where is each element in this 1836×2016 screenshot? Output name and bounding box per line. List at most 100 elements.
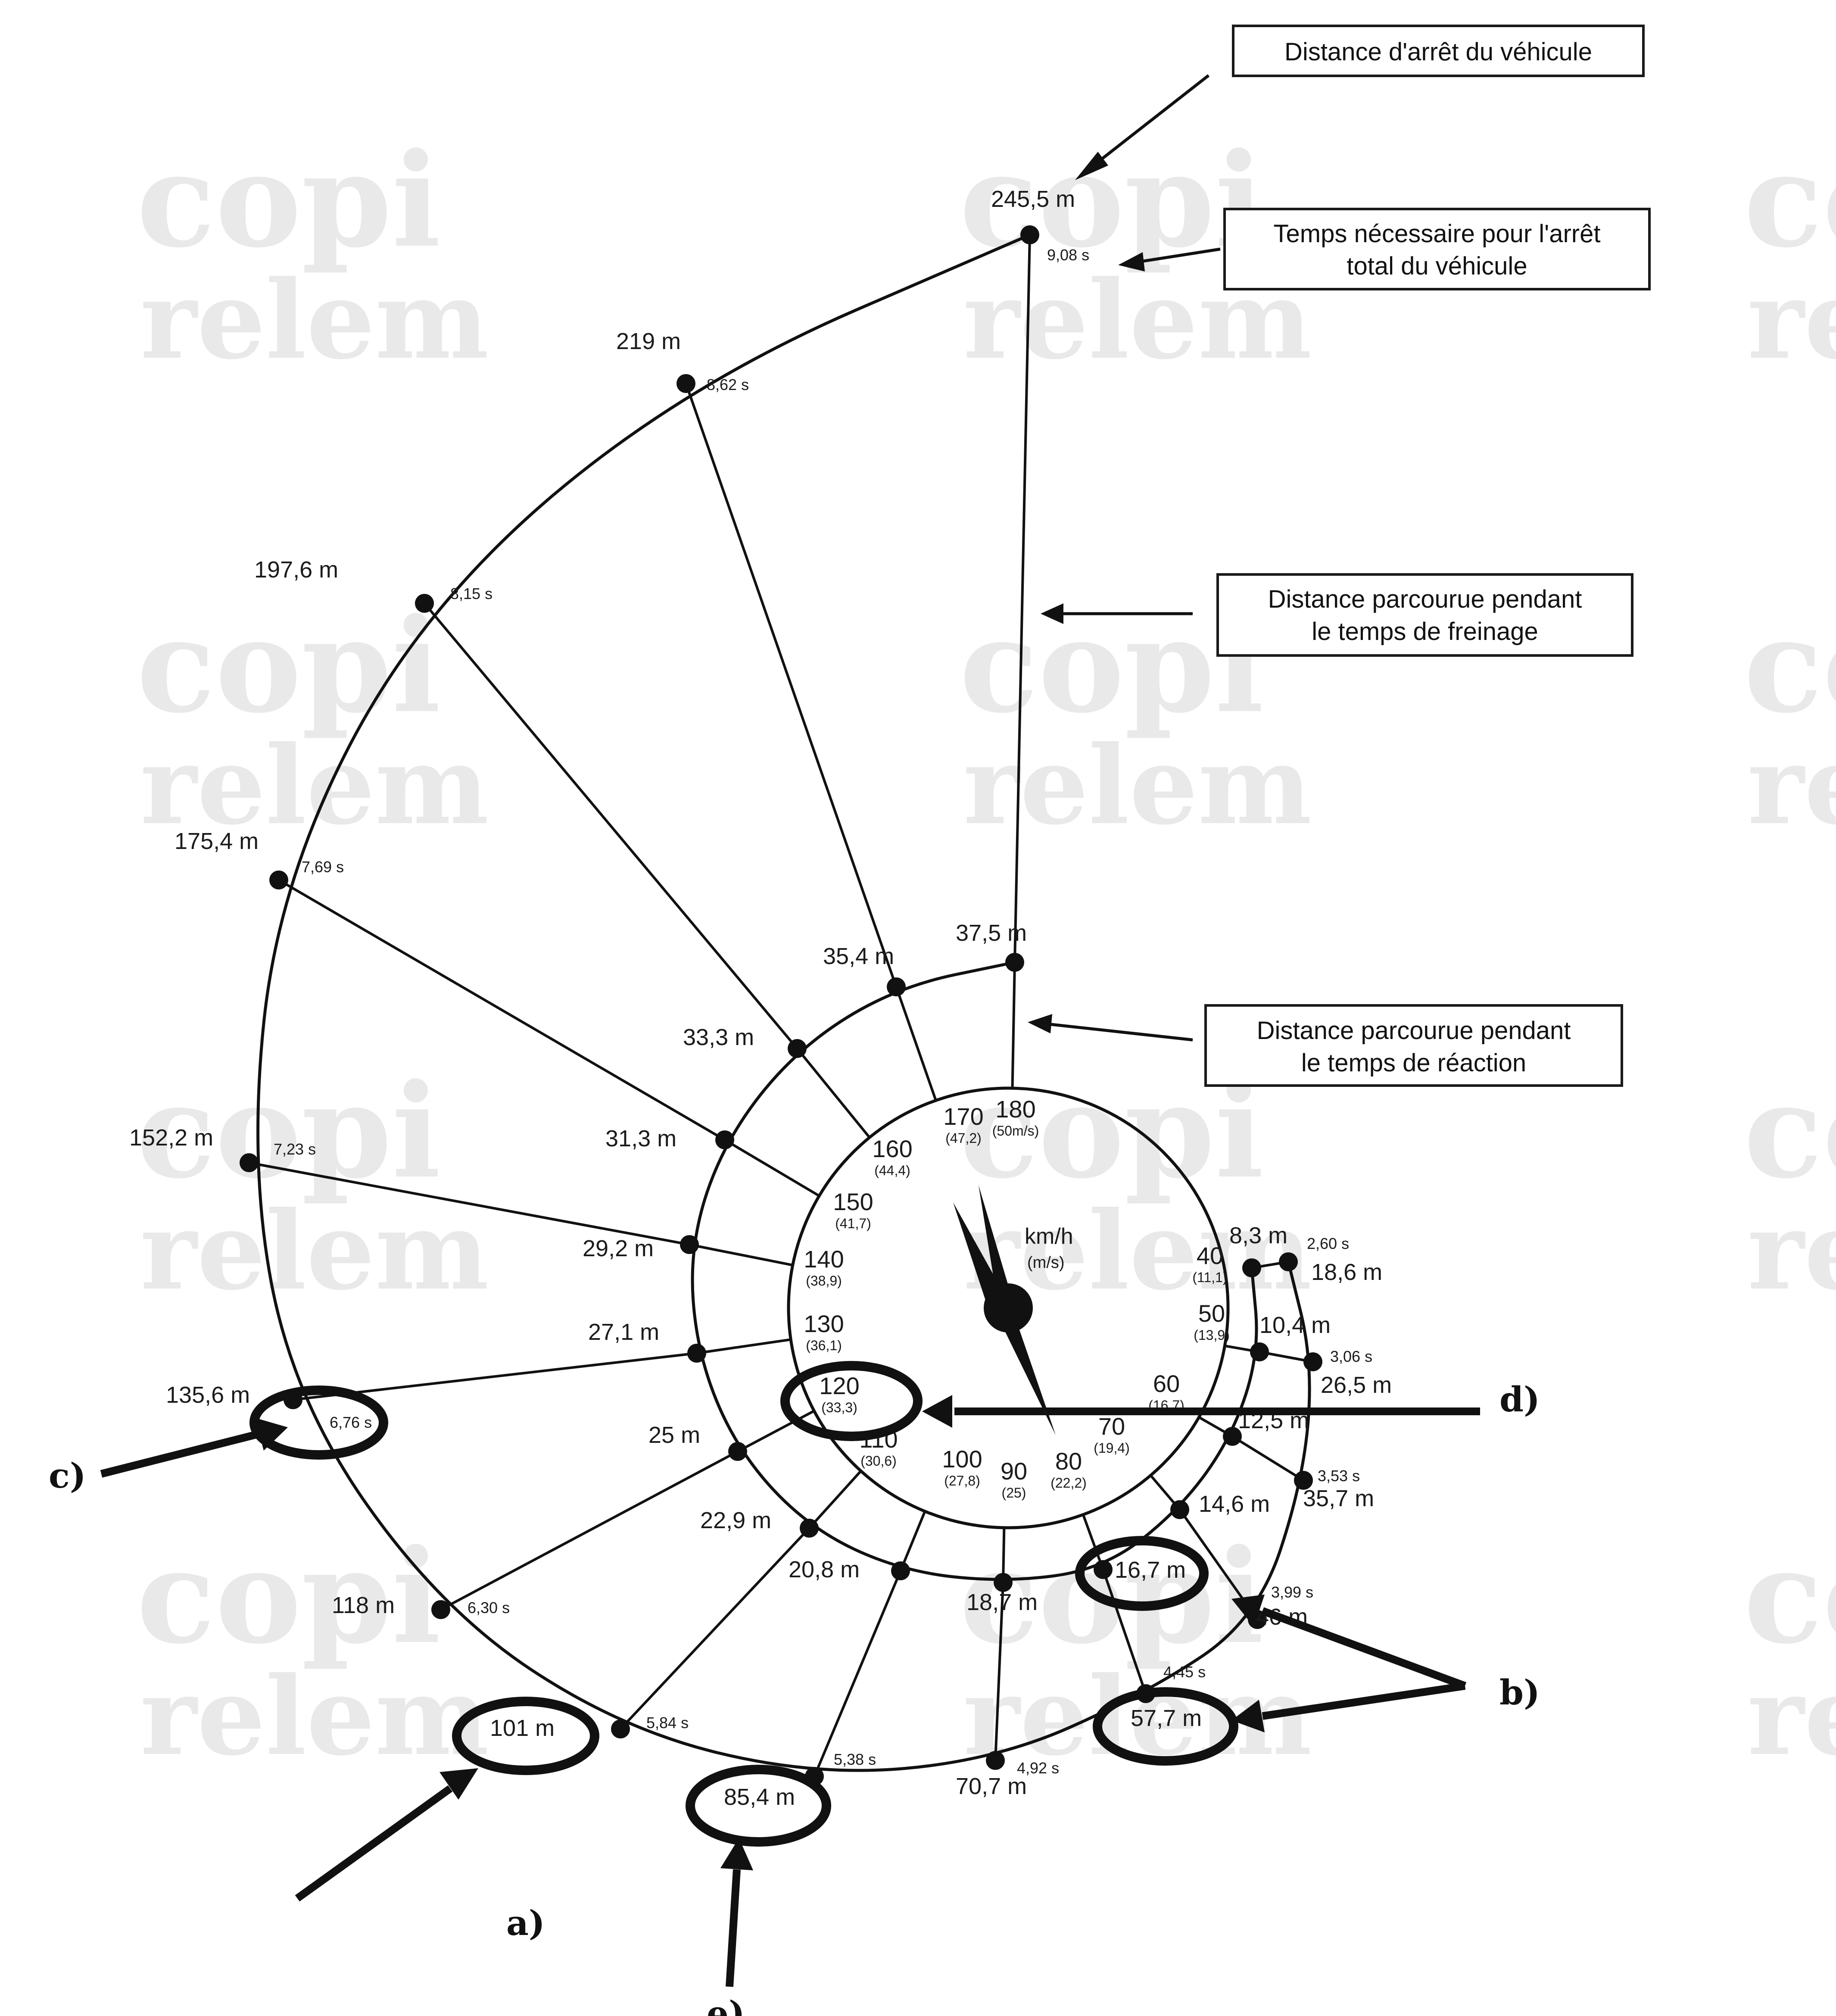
legend-box-reaction: Distance parcourue pendant le temps de r… [1204, 1004, 1623, 1087]
watermark-line-2: relem [1747, 1653, 1836, 1779]
diagram-geometry [249, 233, 1313, 1777]
speed-kmh-label: 130 [804, 1310, 844, 1337]
stopping-distance-label: 118 m [332, 1592, 395, 1618]
reaction-distance-label: 18,7 m [966, 1589, 1038, 1615]
reaction-distance-label: 31,3 m [605, 1126, 676, 1152]
stopping-distance-label: 245,5 m [991, 186, 1075, 212]
reaction-point [1170, 1500, 1189, 1519]
reaction-point [887, 977, 906, 996]
stopping-distance-label: 18,6 m [1311, 1259, 1382, 1285]
annotation-label-e: e) [707, 1993, 745, 2016]
watermark-line-1: copi [1744, 590, 1836, 742]
reaction-radial-line [808, 1470, 862, 1529]
watermark-line-1: copi [1744, 1520, 1836, 1673]
speed-kmh-label: 50 [1198, 1300, 1225, 1327]
speed-kmh-label: 90 [1001, 1457, 1027, 1485]
watermark-line-2: relem [1747, 256, 1836, 383]
reaction-point [687, 1344, 706, 1363]
reaction-point [788, 1039, 807, 1058]
speed-kmh-label: 140 [804, 1245, 844, 1273]
reaction-radial-line [899, 1510, 926, 1572]
braking-radial-line [1102, 1569, 1147, 1694]
annotation-label-c: c) [49, 1455, 86, 1496]
watermark-line-1: copi [137, 590, 441, 742]
stopping-time-label: 4,92 s [1017, 1759, 1059, 1777]
reaction-distance-label: 8,3 m [1229, 1223, 1287, 1248]
reaction-radial-line [696, 1338, 791, 1354]
reaction-point [1242, 1258, 1261, 1277]
reaction-point [1005, 953, 1024, 972]
stopping-point [1279, 1252, 1298, 1271]
watermark-line-2: relem [140, 722, 489, 849]
reaction-point [800, 1519, 819, 1538]
svg-text:total du véhicule: total du véhicule [1347, 252, 1527, 280]
speedometer-needle [953, 1185, 1056, 1435]
speed-kmh-label: 100 [942, 1445, 982, 1473]
reaction-distance-label: 22,9 m [700, 1507, 771, 1533]
reaction-radial-line [895, 986, 937, 1101]
stopping-point [1020, 225, 1039, 244]
annotation-arrows [100, 1395, 1480, 1987]
speed-kmh-label: 160 [872, 1135, 912, 1162]
braking-radial-line [1013, 234, 1031, 963]
speed-kmh-label: 120 [819, 1372, 859, 1399]
reaction-point [728, 1442, 747, 1461]
speed-kmh-label: 170 [943, 1103, 983, 1130]
speed-ms-label: (25) [1002, 1485, 1026, 1501]
stopping-distance-label: 101 m [490, 1715, 555, 1741]
stopping-distance-label: 85,4 m [724, 1784, 795, 1810]
watermark-line-1: copi [1744, 1055, 1836, 1207]
stopping-time-label: 3,06 s [1330, 1348, 1372, 1365]
stopping-point [415, 594, 434, 613]
braking-radial-line [813, 1570, 902, 1777]
watermark-line-1: copi [137, 1520, 441, 1673]
speed-ms-label: (36,1) [806, 1338, 842, 1353]
braking-radial-line [293, 1352, 697, 1401]
speed-ms-label: (50m/s) [992, 1123, 1039, 1139]
stopping-time-label: 4,45 s [1163, 1663, 1206, 1681]
stopping-distance-label: 35,7 m [1303, 1485, 1374, 1511]
stopping-point [611, 1720, 630, 1738]
reaction-distance-label: 35,4 m [823, 943, 894, 969]
svg-text:le temps de réaction: le temps de réaction [1301, 1049, 1526, 1077]
legend-box-stop-time: Temps nécessaire pour l'arrêt total du v… [1223, 208, 1651, 290]
reaction-radial-line [737, 1410, 815, 1453]
speed-kmh-label: 150 [833, 1188, 873, 1215]
watermark-line-1: copi [137, 124, 441, 276]
reaction-radial-line [796, 1048, 871, 1139]
value-labels: 40(11,1)50(13,9)60(16,7)70(19,4)80(22,2)… [129, 186, 1392, 1810]
watermark-line-2: relem [140, 1653, 489, 1779]
stopping-time-label: 6,30 s [468, 1599, 510, 1617]
stopping-distance-label: 175,4 m [175, 828, 259, 854]
braking-radial-line [685, 383, 898, 987]
reaction-distance-label: 25 m [648, 1422, 700, 1448]
svg-text:Temps nécessaire pour l'arrêt: Temps nécessaire pour l'arrêt [1274, 220, 1601, 248]
reaction-distance-label: 10,4 m [1259, 1312, 1331, 1338]
speed-ms-label: (44,4) [874, 1163, 910, 1178]
svg-text:Distance parcourue pendant: Distance parcourue pendant [1268, 585, 1582, 613]
speed-kmh-label: 60 [1153, 1370, 1180, 1397]
speed-ms-label: (33,3) [821, 1400, 857, 1415]
legend-box-braking: Distance parcourue pendant le temps de f… [1216, 573, 1633, 657]
reaction-point [1250, 1342, 1269, 1361]
braking-radial-line [619, 1527, 810, 1730]
svg-text:Distance d'arrêt du véhicule: Distance d'arrêt du véhicule [1284, 38, 1592, 66]
stopping-time-label: 7,23 s [274, 1140, 316, 1158]
stopping-time-label: 3,53 s [1318, 1467, 1360, 1485]
reaction-distance-label: 29,2 m [583, 1236, 654, 1261]
stopping-distance-label: 135,6 m [166, 1382, 250, 1408]
speed-ms-label: (47,2) [945, 1130, 982, 1146]
data-points [240, 225, 1322, 1786]
watermark-line-2: relem [140, 1187, 489, 1314]
svg-text:Distance parcourue pendant: Distance parcourue pendant [1257, 1017, 1571, 1045]
reaction-distance-label: 20,8 m [789, 1557, 860, 1582]
stopping-distance-arc [256, 233, 1311, 1772]
watermark-line-2: relem [1747, 1187, 1836, 1314]
reaction-distance-arc [691, 961, 1258, 1581]
